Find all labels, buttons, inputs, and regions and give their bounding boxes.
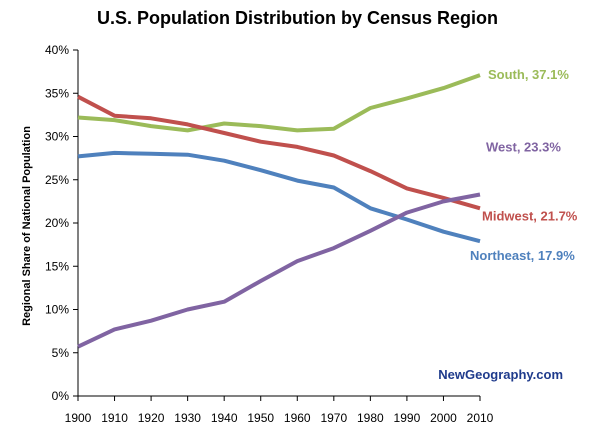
series-line-northeast [77, 150, 481, 244]
x-tick-label: 1900 [65, 411, 92, 425]
x-tick-label: 2010 [467, 411, 494, 425]
x-tick-label: 1960 [284, 411, 311, 425]
y-tick-label: 0% [52, 389, 70, 403]
x-tick-label: 1910 [101, 411, 128, 425]
end-labels: South, 37.1% Midwest, 21.7% Northeast, 17.… [470, 67, 578, 263]
y-tick-label: 40% [45, 43, 69, 57]
x-tick-label: 1920 [138, 411, 165, 425]
series-line-south [77, 73, 481, 133]
end-label-northeast: Northeast, 17.9% [470, 248, 575, 263]
y-tick-label: 5% [52, 346, 70, 360]
y-tick-label: 35% [45, 86, 69, 100]
y-ticks: 0% 5% 10% 15% 20% 25% 30% 35% 40% [45, 43, 78, 403]
x-tick-label: 1940 [211, 411, 238, 425]
y-tick-label: 30% [45, 130, 69, 144]
end-label-south: South, 37.1% [488, 67, 569, 82]
series-group [77, 73, 481, 349]
series-line-midwest [77, 94, 481, 211]
y-tick-label: 10% [45, 303, 69, 317]
y-axis-label: Regional Share of National Population [21, 126, 33, 326]
x-ticks: 1900 1910 1920 1930 1940 1950 1960 1970 1980 1990… [65, 396, 494, 425]
end-label-midwest: Midwest, 21.7% [482, 208, 578, 223]
x-tick-label: 1950 [247, 411, 274, 425]
end-label-west: West, 23.3% [486, 139, 561, 154]
chart-title: U.S. Population Distribution by Census R… [96, 8, 498, 28]
x-tick-label: 2000 [430, 411, 457, 425]
x-tick-label: 1980 [357, 411, 384, 425]
x-tick-label: 1970 [320, 411, 347, 425]
y-tick-label: 20% [45, 216, 69, 230]
source-credit: NewGeography.com [438, 367, 563, 382]
y-tick-label: 15% [45, 259, 69, 273]
x-tick-label: 1930 [174, 411, 201, 425]
series-line-west [77, 192, 481, 349]
y-tick-label: 25% [45, 173, 69, 187]
x-tick-label: 1990 [394, 411, 421, 425]
